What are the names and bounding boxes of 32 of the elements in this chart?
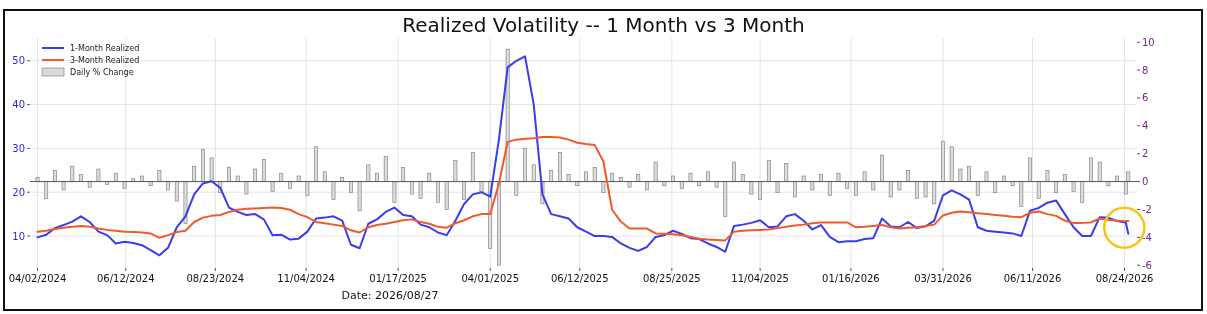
x-tick-label: 01/16/2026 bbox=[822, 273, 880, 284]
y2-tick-label: -6 bbox=[1142, 259, 1152, 271]
y2-tick-label: 10 bbox=[1142, 36, 1155, 48]
legend-label: Daily % Change bbox=[70, 67, 134, 77]
y-tick-label: 40 bbox=[12, 99, 25, 111]
x-tick-label: 03/31/2026 bbox=[914, 273, 972, 284]
legend-label: 3-Month Realized bbox=[70, 55, 140, 65]
y2-tick-label: -2 bbox=[1142, 203, 1152, 215]
x-tick-label: 06/12/2025 bbox=[550, 273, 609, 284]
y-tick-label: 30 bbox=[12, 142, 25, 154]
x-tick-label: 08/24/2026 bbox=[1095, 273, 1154, 284]
x-tick-label: 08/25/2025 bbox=[642, 273, 701, 284]
y-tick-label: 20 bbox=[12, 186, 25, 198]
y2-tick-label: 4 bbox=[1142, 120, 1149, 132]
x-tick-label: 01/17/2025 bbox=[369, 273, 427, 284]
y2-tick-label: 6 bbox=[1142, 92, 1149, 104]
x-tick-label: 04/02/2024 bbox=[8, 273, 67, 284]
x-tick-label: 08/23/2024 bbox=[186, 273, 245, 284]
x-tick-label: 11/04/2024 bbox=[277, 273, 335, 284]
y2-tick-label: 8 bbox=[1142, 64, 1149, 76]
legend-label: 1-Month Realized bbox=[70, 43, 140, 53]
y2-tick-label: -4 bbox=[1142, 231, 1152, 243]
y-tick-label: 50 bbox=[12, 55, 25, 67]
text: Date: 2026/08/27 bbox=[341, 289, 439, 302]
x-tick-label: 06/11/2026 bbox=[1003, 273, 1062, 284]
x-tick-label: 04/01/2025 bbox=[461, 273, 520, 284]
y-tick-label: 10 bbox=[12, 230, 25, 242]
y2-tick-label: 0 bbox=[1142, 176, 1149, 188]
y2-tick-label: 2 bbox=[1142, 148, 1149, 160]
x-tick-label: 06/12/2024 bbox=[96, 273, 155, 284]
chart-title: Realized Volatility -- 1 Month vs 3 Month bbox=[402, 13, 805, 37]
x-tick-label: 11/04/2025 bbox=[731, 273, 789, 284]
